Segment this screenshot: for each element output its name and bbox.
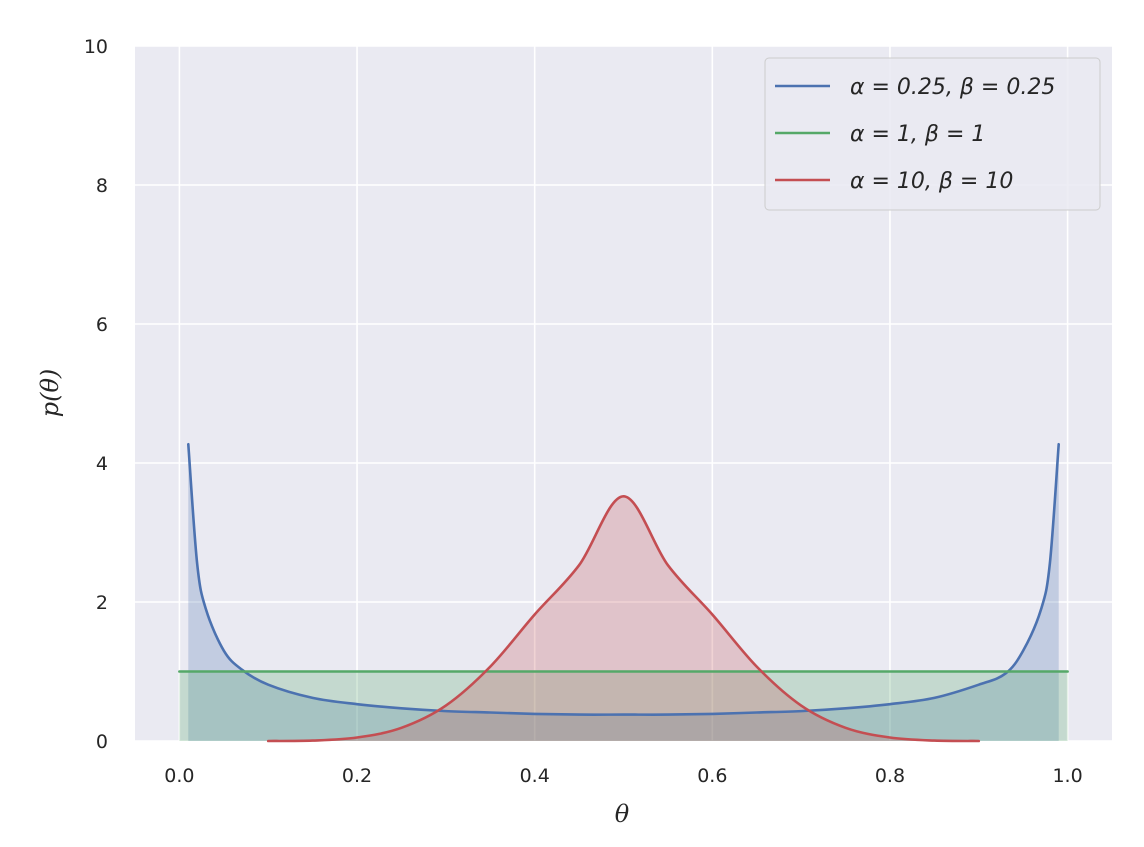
x-tick-label: 0.6 [697,765,727,787]
y-tick-label: 6 [96,314,108,336]
x-tick-label: 0.2 [342,765,372,787]
y-tick-label: 10 [84,36,108,58]
y-tick-label: 4 [96,453,108,475]
legend-label-0: α = 0.25, β = 0.25 [850,75,1055,100]
legend-label-2: α = 10, β = 10 [850,169,1013,194]
x-tick-label: 0.4 [520,765,550,787]
y-tick-labels: 0 2 4 6 8 10 [84,36,108,753]
series-line-2 [266,495,981,743]
x-tick-label: 0.8 [875,765,905,787]
series-lines [178,442,1069,743]
series-line-0 [186,442,1061,716]
legend-box [764,57,1101,211]
legend-label-1: α = 1, β = 1 [850,122,985,147]
y-tick-label: 8 [96,175,108,197]
series-fill-2 [268,496,979,741]
x-tick-labels: 0.0 0.2 0.4 0.6 0.8 1.0 [164,765,1082,787]
series-fills [179,444,1068,741]
series-fill-0 [188,444,1059,741]
x-tick-label: 1.0 [1052,765,1082,787]
x-tick-label: 0.0 [164,765,194,787]
y-tick-label: 2 [96,592,108,614]
legend: α = 0.25, β = 0.25 α = 1, β = 1 α = 10, β … [764,57,1101,211]
y-tick-label: 0 [96,731,108,753]
series-fill-1 [179,671,1068,741]
x-axis-label: θ [615,800,630,828]
y-axis-label: p(θ) [36,369,64,418]
